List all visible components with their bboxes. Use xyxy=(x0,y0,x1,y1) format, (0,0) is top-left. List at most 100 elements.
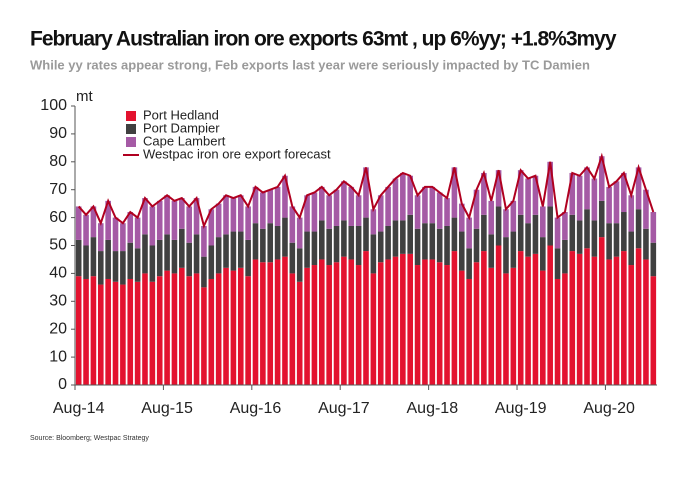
bar-segment xyxy=(377,195,384,232)
bar-segment xyxy=(83,214,89,246)
bar-segment xyxy=(186,276,192,385)
bar-segment xyxy=(289,273,296,385)
legend-label: Cape Lambert xyxy=(143,133,226,148)
bar-segment xyxy=(215,203,222,238)
bar-segment xyxy=(562,239,568,274)
bar-segment xyxy=(193,273,200,385)
bar-segment xyxy=(363,251,369,385)
bar-segment xyxy=(576,220,583,254)
bar-segment xyxy=(120,251,126,285)
bar-segment xyxy=(370,209,377,235)
bar-segment xyxy=(392,178,399,221)
y-tick-label: 30 xyxy=(49,293,67,310)
bar-segment xyxy=(252,223,259,260)
bar-segment xyxy=(569,251,576,385)
bar-segment xyxy=(488,200,495,235)
bar-segment xyxy=(304,267,310,385)
bar-segment xyxy=(606,223,612,260)
bar-segment xyxy=(481,251,487,385)
bar-segment xyxy=(643,259,649,385)
bar-segment xyxy=(503,237,509,274)
bar-segment xyxy=(201,256,207,288)
bar-segment xyxy=(429,186,436,224)
bar-segment xyxy=(90,237,97,277)
bar-segment xyxy=(517,251,524,385)
bar-segment xyxy=(267,189,274,224)
bar-segment xyxy=(164,270,170,385)
bar-segment xyxy=(466,248,472,279)
bar-segment xyxy=(171,273,178,385)
bar-segment xyxy=(230,270,237,385)
bar-segment xyxy=(201,287,207,385)
bar-segment xyxy=(503,273,509,385)
bar-segment xyxy=(517,214,524,252)
bar-segment xyxy=(326,195,332,229)
bar-segment xyxy=(444,198,450,226)
chart-title: February Australian iron ore exports 63m… xyxy=(30,28,617,51)
bar-segment xyxy=(134,217,141,249)
bar-segment xyxy=(392,220,399,257)
bar-segment xyxy=(274,186,281,226)
bar-segment xyxy=(532,214,539,254)
bar-segment xyxy=(591,220,598,257)
bar-segment xyxy=(105,239,111,279)
bar-segment xyxy=(215,237,222,274)
bar-segment xyxy=(237,195,244,232)
bar-segment xyxy=(318,259,325,385)
bar-segment xyxy=(576,175,583,221)
bar-segment xyxy=(311,192,318,232)
bar-segment xyxy=(186,206,192,243)
bar-segment xyxy=(495,170,502,207)
bar-segment xyxy=(650,212,657,243)
bar-segment xyxy=(495,245,502,385)
bar-segment xyxy=(540,206,546,238)
bar-segment xyxy=(112,251,119,282)
bar-segment xyxy=(584,209,590,249)
bar-segment xyxy=(436,228,443,263)
bar-segment xyxy=(444,225,450,266)
bar-segment xyxy=(466,278,472,385)
bar-segment xyxy=(451,251,458,385)
bar-segment xyxy=(274,225,281,260)
bar-segment xyxy=(444,265,450,385)
bar-segment xyxy=(503,209,509,238)
bar-segment xyxy=(635,248,642,385)
bar-segment xyxy=(156,239,163,277)
bar-segment xyxy=(451,217,458,252)
bar-segment xyxy=(208,278,215,385)
bar-segment xyxy=(179,228,185,268)
bar-segment xyxy=(260,262,266,385)
bar-segment xyxy=(105,200,111,240)
bar-segment xyxy=(510,231,517,268)
bar-segment xyxy=(142,198,148,235)
bar-segment xyxy=(97,251,104,285)
bar-segment xyxy=(193,234,200,274)
bar-segment xyxy=(414,228,421,266)
bar-segment xyxy=(540,270,546,385)
bar-segment xyxy=(201,225,207,257)
bar-segment xyxy=(164,195,170,235)
bar-segment xyxy=(134,248,141,282)
bar-segment xyxy=(333,262,340,385)
bar-segment xyxy=(289,206,296,243)
bar-segment xyxy=(267,223,274,263)
bar-segment xyxy=(650,276,657,385)
bar-segment xyxy=(562,212,568,240)
bar-segment xyxy=(407,214,414,254)
bar-segment xyxy=(223,195,229,235)
bar-segment xyxy=(179,267,185,385)
bar-segment xyxy=(75,276,82,385)
bar-segment xyxy=(422,259,428,385)
bar-segment xyxy=(171,200,178,240)
bar-segment xyxy=(584,248,590,385)
bar-segment xyxy=(591,256,598,385)
bar-segment xyxy=(643,228,649,260)
bar-segment xyxy=(554,217,561,249)
bar-segment xyxy=(127,278,134,385)
bar-segment xyxy=(237,231,244,268)
bar-segment xyxy=(304,231,310,268)
bar-segment xyxy=(112,281,119,385)
bar-segment xyxy=(75,239,82,277)
bar-segment xyxy=(311,265,318,385)
bar-segment xyxy=(120,284,126,385)
